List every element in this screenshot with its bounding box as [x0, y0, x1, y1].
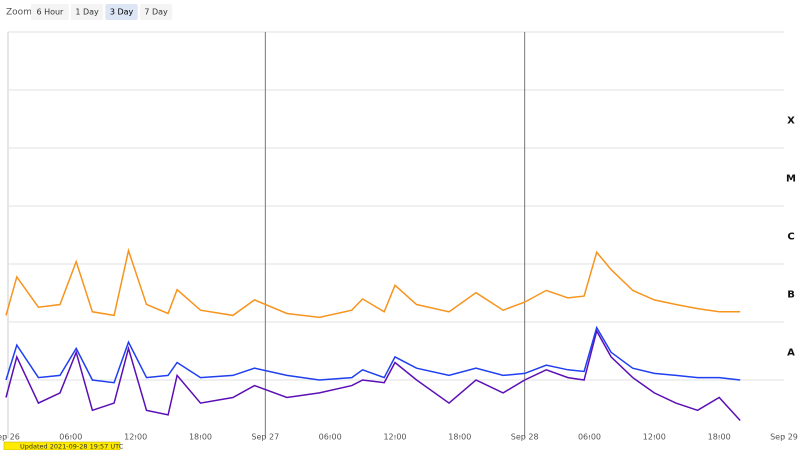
- class-label: C: [787, 231, 794, 242]
- badge-bg: [3, 441, 121, 450]
- zoom-option: 3 Day: [110, 8, 134, 17]
- x-tick-label: 12:00: [643, 433, 666, 442]
- class-label: B: [787, 289, 795, 300]
- zoom-button-bg: [139, 4, 173, 20]
- class-label: M: [786, 173, 796, 184]
- zoom-option: 1 Day: [75, 8, 99, 17]
- updated-text: Updated 2021-09-28 19:57 UTC: [20, 443, 124, 450]
- updated-badge: Updated 2021-09-28 19:57 UTC: [3, 441, 124, 450]
- x-tick-label: Sep 28: [511, 433, 539, 442]
- x-tick-label: 18:00: [448, 433, 471, 442]
- series-line: [5, 247, 741, 319]
- x-tick-label: 12:00: [383, 433, 406, 442]
- x-tick-label: 12:00: [124, 433, 147, 442]
- zoom-option: 6 Hour: [36, 8, 64, 17]
- zoom-button[interactable]: 3 Day: [105, 4, 138, 20]
- x-tick-label: 06:00: [319, 433, 342, 442]
- zoom-button-bg: [31, 4, 69, 20]
- zoom-button-bg: [70, 4, 104, 20]
- series-line: [5, 328, 741, 422]
- zoom-button[interactable]: 6 Hour: [31, 4, 69, 20]
- x-tick-label: 18:00: [708, 433, 731, 442]
- x-tick-label: Sep 29: [770, 433, 798, 442]
- zoom-option: 7 Day: [144, 8, 168, 17]
- zoom-label: Zoom: [6, 8, 32, 18]
- x-tick-label: Sep 26: [0, 433, 20, 442]
- x-tick-label: 06:00: [578, 433, 601, 442]
- x-tick-label: 18:00: [189, 433, 212, 442]
- zoom-button-bg: [105, 4, 138, 20]
- class-label: X: [787, 115, 795, 126]
- x-tick-label: Sep 27: [251, 433, 279, 442]
- zoom-button[interactable]: 7 Day: [139, 4, 173, 20]
- series-line: [5, 325, 741, 384]
- x-tick-label: 06:00: [59, 433, 82, 442]
- class-label: A: [787, 347, 795, 358]
- zoom-button[interactable]: 1 Day: [70, 4, 104, 20]
